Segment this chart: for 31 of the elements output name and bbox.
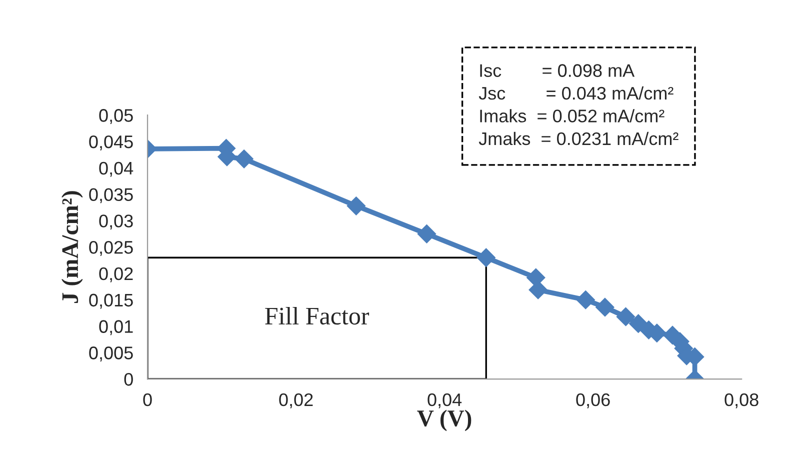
annotation: Fill Factor [265, 306, 370, 325]
y-tick-label: 0,025 [89, 241, 133, 256]
annotation: Imaks = 0.052 mA/cm² [480, 109, 664, 122]
y-tick-label: 0,035 [89, 188, 133, 204]
y-tick-label: 0,015 [89, 294, 133, 309]
x-tick-label: 0 [143, 393, 152, 406]
point [234, 150, 254, 168]
y-tick-label: 0,005 [89, 346, 133, 362]
point [616, 307, 636, 326]
x-tick-label: 0,08 [724, 393, 758, 408]
point [417, 224, 436, 244]
x-axis-title: V (V) [417, 410, 472, 432]
point [476, 248, 496, 267]
y-tick-label: 0 [124, 372, 133, 386]
point [576, 290, 595, 310]
y-tick-label: 0,02 [99, 267, 133, 282]
text: Jsc = 0.043 mA/cm² [478, 86, 674, 100]
x-tick-label: 0,04 [428, 393, 462, 408]
annotation: Jmaks = 0.0231 mA/cm² [478, 132, 678, 146]
y-tick-label: 0,01 [99, 320, 133, 336]
point [346, 196, 366, 216]
x-tick-label: 0,02 [279, 393, 313, 408]
point [628, 314, 648, 333]
y-tick-label: 0,03 [99, 214, 133, 230]
y-axis-title: J (mA/cm²) [61, 191, 83, 303]
y-tick-label: 0,05 [99, 109, 133, 124]
y-tick-label: 0,04 [99, 162, 134, 177]
x-tick-label: 0,06 [576, 393, 610, 408]
y-tick-label: 0,045 [89, 135, 133, 150]
text: Isc = 0.098 mA [480, 64, 635, 77]
point [596, 298, 614, 317]
